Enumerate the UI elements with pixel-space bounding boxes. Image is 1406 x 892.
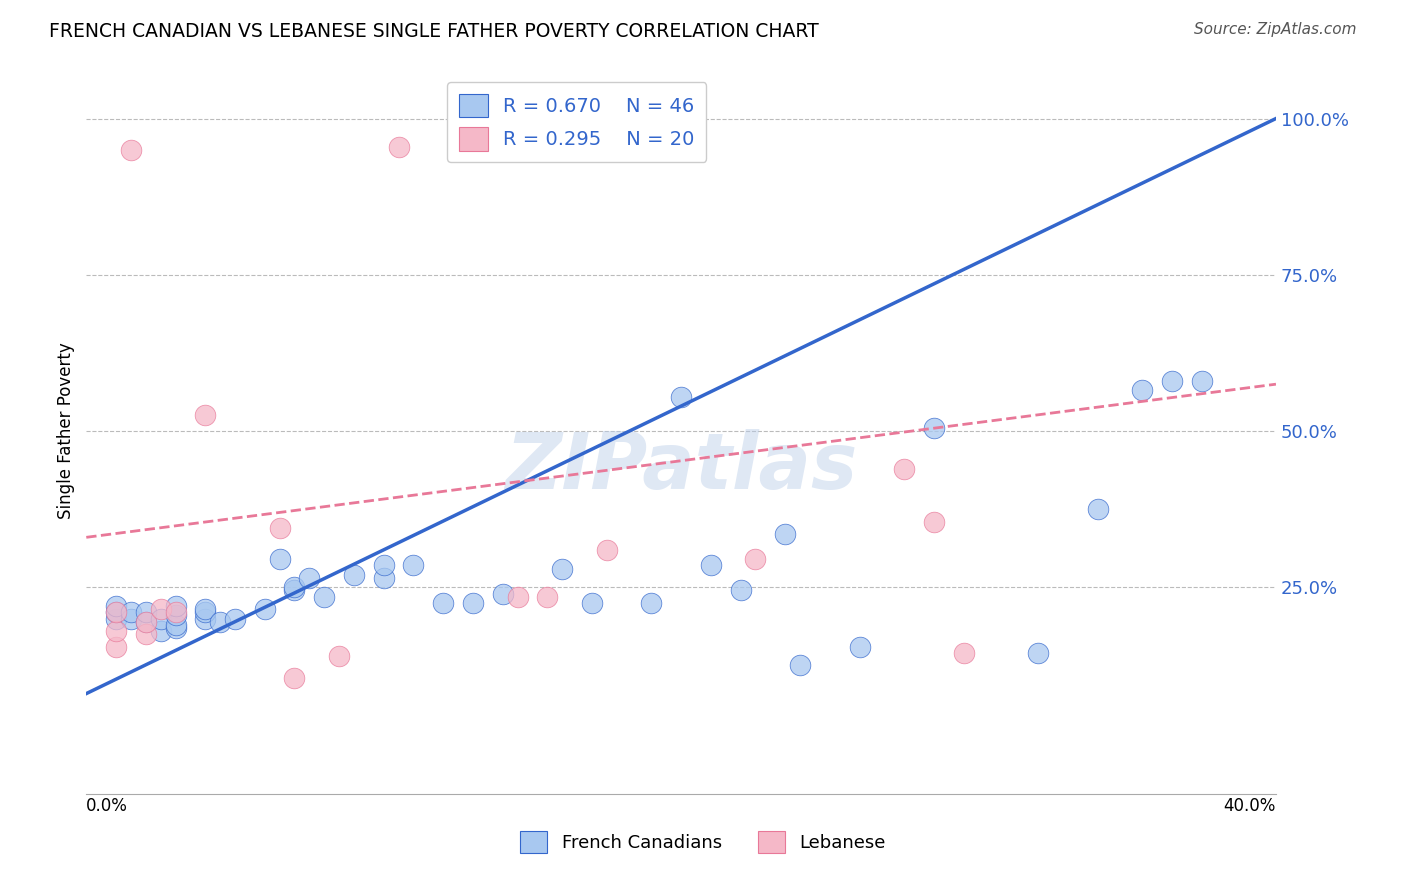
Point [283, 580, 305, 594]
Point [165, 617, 187, 632]
Point [700, 558, 723, 573]
Point [194, 409, 217, 423]
Point [120, 611, 142, 625]
Point [105, 605, 128, 619]
Point [194, 602, 217, 616]
Point [120, 605, 142, 619]
Point [1191, 374, 1213, 388]
Point [135, 605, 157, 619]
Point [105, 611, 128, 625]
Point [149, 611, 172, 625]
Point [298, 571, 321, 585]
Point [149, 602, 172, 616]
Point [506, 590, 529, 604]
Point [744, 552, 766, 566]
Text: ZIPatlas: ZIPatlas [505, 429, 858, 505]
Point [773, 527, 796, 541]
Point [105, 624, 128, 638]
Point [269, 521, 291, 535]
Point [1026, 646, 1049, 660]
Point [209, 615, 232, 629]
Point [165, 599, 187, 613]
Point [669, 390, 692, 404]
Point [848, 640, 870, 654]
Point [432, 596, 454, 610]
Point [135, 627, 157, 641]
Point [536, 590, 558, 604]
Point [402, 558, 425, 573]
Point [1087, 502, 1109, 516]
Point [387, 139, 409, 153]
Point [165, 605, 187, 619]
Point [730, 583, 752, 598]
Point [194, 605, 217, 619]
Point [135, 615, 157, 629]
Point [1130, 384, 1153, 398]
Point [373, 571, 395, 585]
Point [135, 615, 157, 629]
Point [640, 596, 662, 610]
Point [922, 515, 945, 529]
Point [373, 558, 395, 573]
Text: FRENCH CANADIAN VS LEBANESE SINGLE FATHER POVERTY CORRELATION CHART: FRENCH CANADIAN VS LEBANESE SINGLE FATHE… [49, 22, 818, 41]
Text: 0.0%: 0.0% [86, 797, 128, 814]
Point [224, 611, 246, 625]
Point [165, 621, 187, 635]
Point [149, 624, 172, 638]
Point [165, 608, 187, 623]
Point [952, 646, 974, 660]
Point [253, 602, 276, 616]
Point [893, 461, 915, 475]
Point [343, 567, 366, 582]
Point [922, 421, 945, 435]
Text: 40.0%: 40.0% [1223, 797, 1277, 814]
Point [596, 542, 619, 557]
Point [105, 599, 128, 613]
Point [492, 586, 515, 600]
Point [1160, 374, 1182, 388]
Text: Source: ZipAtlas.com: Source: ZipAtlas.com [1194, 22, 1357, 37]
Point [269, 552, 291, 566]
Point [283, 583, 305, 598]
Point [551, 561, 574, 575]
Point [314, 590, 336, 604]
Legend: R = 0.670    N = 46, R = 0.295    N = 20: R = 0.670 N = 46, R = 0.295 N = 20 [447, 82, 706, 162]
Point [581, 596, 603, 610]
Legend: French Canadians, Lebanese: French Canadians, Lebanese [513, 824, 893, 861]
Point [461, 596, 484, 610]
Point [283, 671, 305, 685]
Point [105, 640, 128, 654]
Point [120, 143, 142, 157]
Y-axis label: Single Father Poverty: Single Father Poverty [58, 343, 75, 519]
Point [328, 649, 350, 664]
Point [789, 658, 811, 673]
Point [105, 605, 128, 619]
Point [194, 611, 217, 625]
